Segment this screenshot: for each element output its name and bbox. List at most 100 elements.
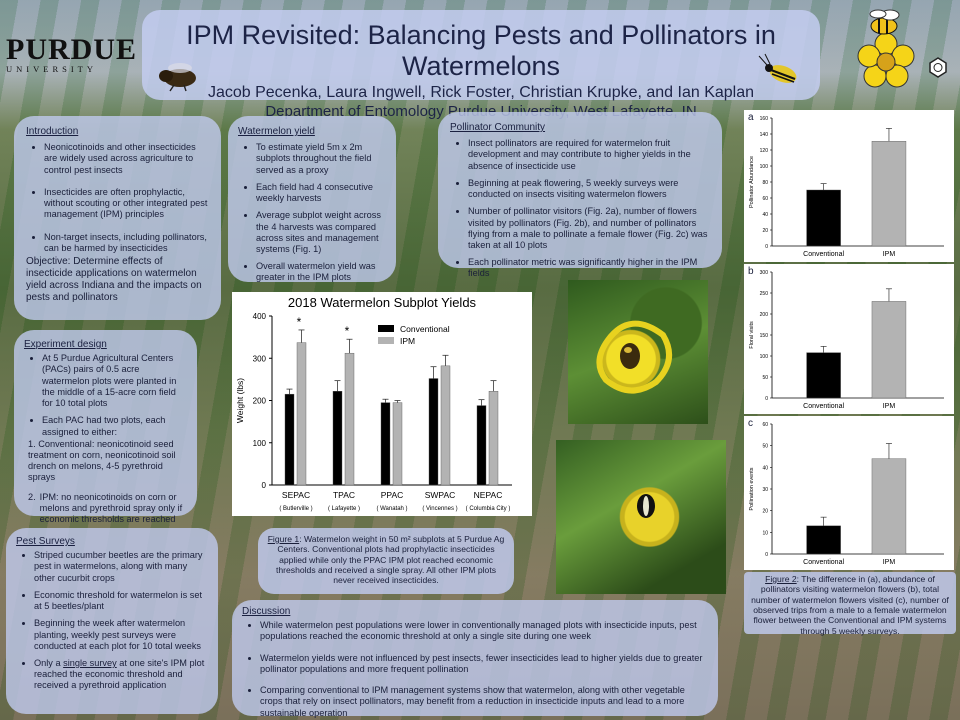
list-item: Average subplot weight across the 4 harv…	[256, 210, 386, 255]
bar-conventional	[428, 378, 439, 486]
logo-sub: UNIVERSITY	[6, 64, 97, 74]
experiment-sub-item: 1. Conventional: neonicotinoid seed trea…	[28, 438, 176, 483]
objective-text: Objective: Determine effects of insectic…	[26, 255, 202, 303]
bar-ipm	[344, 352, 355, 486]
y-tick-label: 20	[762, 509, 768, 515]
logo-word: PURDUE	[6, 33, 137, 66]
beetle-on-flower-icon	[637, 494, 655, 518]
experiment-list: At 5 Purdue Agricultural Centers (PACs) …	[24, 353, 187, 438]
legend-label: IPM	[400, 336, 415, 346]
x-tick-sublabel: ( Vincennes )	[422, 506, 457, 512]
bar-ipm	[296, 342, 307, 486]
y-tick-label: 60	[762, 422, 768, 428]
figure1-caption-label: Figure 1	[267, 534, 300, 544]
cucumber-beetle-icon	[758, 53, 797, 83]
x-tick-label: NEPAC	[474, 490, 503, 500]
figure2-caption-label: Figure 2	[765, 574, 797, 584]
y-tick-label: 300	[760, 270, 769, 276]
y-tick-label: 0	[765, 396, 768, 402]
figure1-caption-box: Figure 1: Watermelon weight in 50 m² sub…	[258, 528, 514, 594]
y-tick-label: 40	[762, 212, 768, 218]
bar-ipm	[392, 402, 403, 486]
y-tick-label: 100	[760, 354, 769, 360]
x-tick-label: SEPAC	[282, 490, 310, 500]
experiment-panel: Experiment design At 5 Purdue Agricultur…	[14, 330, 197, 524]
y-tick-label: 150	[760, 333, 769, 339]
list-item: Each PAC had two plots, each assigned to…	[42, 415, 187, 437]
x-tick-sublabel: ( Wanatah )	[376, 506, 407, 512]
flower-bee-logo-icon	[857, 9, 947, 88]
y-tick-label: 10	[762, 530, 768, 536]
y-tick-label: 50	[762, 444, 768, 450]
list-item: Each field had 4 consecutive weekly harv…	[256, 182, 386, 204]
legend-swatch	[378, 337, 394, 344]
bar-ipm	[871, 301, 907, 399]
y-tick-label: 20	[762, 228, 768, 234]
authors: Jacob Pecenka, Laura Ingwell, Rick Foste…	[207, 84, 755, 101]
discussion-list: While watermelon pest populations were l…	[242, 620, 708, 719]
panel-letter-a: a	[748, 112, 754, 123]
x-tick-sublabel: ( Lafayette )	[328, 506, 360, 512]
bar-ipm	[488, 391, 499, 486]
list-item: Number of pollinator visitors (Fig. 2a),…	[468, 206, 710, 251]
bar-conventional	[806, 352, 841, 399]
x-tick-label: SWPAC	[425, 490, 456, 500]
list-item: Beginning at peak flowering, 5 weekly su…	[468, 178, 710, 200]
y-tick-label: 300	[253, 354, 267, 363]
y-tick-label: 160	[760, 116, 769, 122]
experiment-heading: Experiment design	[24, 339, 107, 350]
list-item: Only a single survey at one site's IPM p…	[34, 658, 208, 692]
list-item: While watermelon pest populations were l…	[260, 620, 708, 642]
discussion-heading: Discussion	[242, 606, 291, 617]
x-tick-label: Conventional	[803, 559, 844, 566]
pest-last-underline: single survey	[63, 657, 117, 668]
bar-conventional	[380, 402, 391, 486]
bar-conventional	[476, 405, 487, 486]
bar-conventional	[806, 189, 841, 247]
experiment-sub-item: 2. IPM: no neonicotinoids on corn or mel…	[24, 492, 187, 526]
list-item: Striped cucumber beetles are the primary…	[34, 550, 208, 584]
pest-list: Striped cucumber beetles are the primary…	[16, 550, 208, 691]
figure2b-panel: b 0 50 100 150 200 250 300 Floral visits Convent…	[744, 264, 954, 414]
y-tick-label: 200	[253, 397, 267, 406]
y-tick-label: 40	[762, 465, 768, 471]
y-tick-label: 200	[760, 312, 769, 318]
flower-bee-photo	[568, 280, 708, 424]
list-item: Each pollinator metric was significantly…	[468, 257, 710, 279]
x-tick-label: Conventional	[803, 251, 844, 258]
figure2a-panel: a 0 20 40 60 80 100 120 140 160 Pollinator Abunda…	[744, 110, 954, 262]
poster-title: IPM Revisited: Balancing Pests and Polli…	[186, 20, 776, 81]
pollinator-heading: Pollinator Community	[450, 122, 546, 133]
bee-on-flower-icon	[596, 320, 673, 394]
y-tick-label: 0	[262, 481, 267, 490]
bar-ipm	[871, 141, 907, 247]
y-tick-label: 0	[765, 244, 768, 250]
list-item: Beginning the week after watermelon plan…	[34, 618, 208, 652]
sub-item-text: IPM: no neonicotinoids on corn or melons…	[39, 491, 183, 525]
bar-ipm	[871, 458, 907, 555]
legend-swatch	[378, 325, 394, 332]
x-tick-label: IPM	[883, 403, 896, 410]
figure1-caption-text: : Watermelon weight in 50 m² subplots at…	[275, 534, 505, 586]
y-tick-label: 80	[762, 180, 768, 186]
y-tick-label: 50	[762, 375, 768, 381]
y-tick-label: 100	[760, 164, 769, 170]
y-tick-label: 0	[765, 552, 768, 558]
x-tick-label: PPAC	[381, 490, 404, 500]
figure1-chart: 2018 Watermelon Subplot Yields 0 100 200 300…	[232, 292, 532, 516]
list-item: Economic threshold for watermelon is set…	[34, 590, 208, 612]
x-tick-sublabel: ( Butlerville )	[279, 506, 312, 512]
significance-marker: *	[297, 315, 302, 329]
chart-title: 2018 Watermelon Subplot Yields	[288, 295, 477, 310]
x-tick-label: IPM	[883, 251, 896, 258]
y-tick-label: 60	[762, 196, 768, 202]
purdue-logo: PURDUE UNIVERSITY	[6, 33, 137, 76]
y-tick-label: 30	[762, 487, 768, 493]
discussion-panel: Discussion While watermelon pest populat…	[232, 600, 718, 719]
list-item: Insect pollinators are required for wate…	[468, 138, 710, 172]
y-axis-label: Floral visits	[749, 321, 755, 349]
x-tick-label: TPAC	[333, 490, 355, 500]
introduction-heading: Introduction	[26, 126, 79, 137]
flower-beetle-photo	[556, 440, 726, 594]
title-box: IPM Revisited: Balancing Pests and Polli…	[142, 10, 820, 120]
